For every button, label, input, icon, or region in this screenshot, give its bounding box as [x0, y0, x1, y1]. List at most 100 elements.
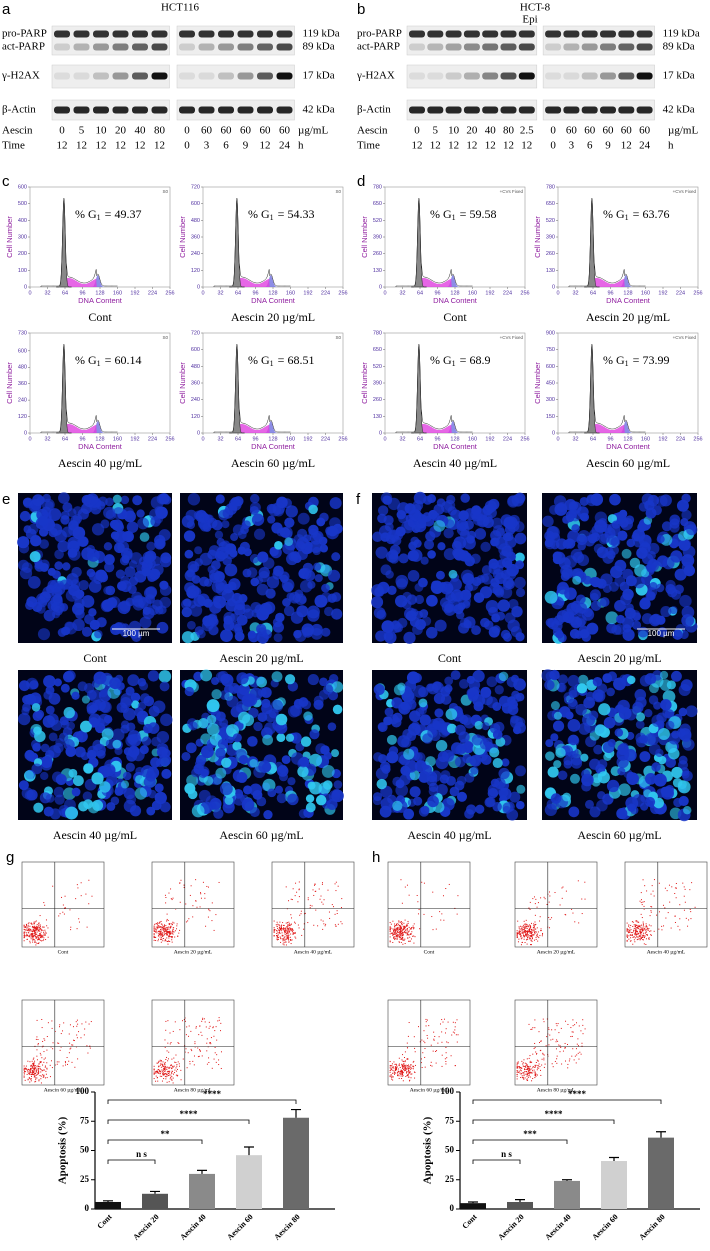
event-dot — [407, 1058, 408, 1059]
event-dot — [409, 1022, 410, 1023]
event-dot — [519, 932, 520, 933]
event-dot — [635, 920, 636, 921]
nucleus — [61, 684, 70, 693]
nucleus — [70, 515, 80, 525]
y-tick-label: 50 — [80, 1145, 90, 1155]
event-dot — [336, 926, 337, 927]
event-dot — [171, 1080, 172, 1081]
event-dot — [205, 926, 206, 927]
nucleus — [432, 718, 444, 730]
event-dot — [390, 1067, 391, 1068]
flow-caption: Aescin 20 µg/mL — [174, 949, 213, 955]
event-dot — [646, 934, 647, 935]
event-dot — [35, 932, 36, 933]
y-tick-label: 120 — [191, 268, 200, 274]
nucleus — [135, 775, 144, 784]
nucleus — [408, 570, 420, 582]
event-dot — [88, 880, 89, 881]
event-dot — [33, 1058, 34, 1059]
event-dot — [77, 1037, 78, 1038]
row-value: 12 — [448, 140, 459, 152]
event-dot — [404, 931, 405, 932]
event-dot — [217, 1020, 218, 1021]
nucleus — [551, 793, 562, 804]
nucleus — [287, 794, 299, 806]
event-dot — [634, 936, 635, 937]
event-dot — [42, 1027, 43, 1028]
nucleus — [290, 705, 302, 717]
event-dot — [177, 1075, 178, 1076]
flow-caption: Aescin 20 µg/mL — [537, 949, 576, 955]
event-dot — [685, 889, 686, 890]
nucleus — [257, 584, 269, 596]
event-dot — [426, 1025, 427, 1026]
event-dot — [202, 1018, 203, 1019]
event-dot — [34, 927, 35, 928]
nucleus — [82, 495, 92, 505]
event-dot — [25, 1069, 26, 1070]
event-dot — [652, 885, 653, 886]
nucleus — [157, 731, 169, 743]
significance-bracket — [108, 1120, 249, 1124]
event-dot — [401, 942, 402, 943]
nucleus — [660, 699, 671, 710]
event-dot — [635, 926, 636, 927]
event-dot — [395, 929, 396, 930]
event-dot — [534, 926, 535, 927]
event-dot — [30, 1071, 31, 1072]
event-dot — [38, 937, 39, 938]
event-dot — [408, 1066, 409, 1067]
nucleus — [201, 769, 209, 777]
nucleus — [508, 599, 518, 609]
event-dot — [393, 933, 394, 934]
nucleus — [444, 684, 452, 692]
event-dot — [392, 942, 393, 943]
event-dot — [29, 1070, 30, 1071]
nucleus — [25, 750, 34, 759]
event-dot — [285, 928, 286, 929]
event-dot — [400, 927, 401, 928]
nucleus — [277, 793, 287, 803]
blot-band — [582, 107, 598, 114]
event-dot — [395, 931, 396, 932]
x-tick-label: 256 — [165, 436, 174, 442]
event-dot — [35, 927, 36, 928]
blot-band — [179, 44, 195, 51]
nucleus — [313, 563, 321, 571]
nucleus — [46, 585, 55, 594]
error-bar — [291, 1110, 301, 1118]
event-dot — [402, 1065, 403, 1066]
event-dot — [282, 938, 283, 939]
y-tick-label: 300 — [18, 234, 27, 240]
nucleus — [219, 542, 229, 552]
blot-band — [152, 31, 168, 38]
event-dot — [454, 1029, 455, 1030]
event-dot — [37, 1044, 38, 1045]
event-dot — [644, 935, 645, 936]
x-tick-label: Aescin 40 — [178, 1212, 207, 1241]
nucleus — [570, 629, 580, 639]
event-dot — [33, 931, 34, 932]
event-dot — [26, 935, 27, 936]
event-dot — [30, 942, 31, 943]
nucleus — [440, 597, 451, 608]
nucleus — [157, 622, 169, 634]
event-dot — [640, 934, 641, 935]
event-dot — [36, 1069, 37, 1070]
blot-band — [446, 107, 462, 114]
protein-label: act-PARP — [2, 41, 45, 53]
event-dot — [37, 1059, 38, 1060]
event-dot — [215, 1052, 216, 1053]
blot-band — [54, 31, 70, 38]
event-dot — [520, 934, 521, 935]
nucleus — [419, 698, 428, 707]
nucleus — [326, 526, 339, 539]
event-dot — [188, 1036, 189, 1037]
event-dot — [405, 1070, 406, 1071]
event-dot — [522, 932, 523, 933]
nucleus — [660, 679, 672, 691]
event-dot — [159, 922, 160, 923]
event-dot — [643, 935, 644, 936]
event-dot — [38, 930, 39, 931]
event-dot — [154, 1066, 155, 1067]
